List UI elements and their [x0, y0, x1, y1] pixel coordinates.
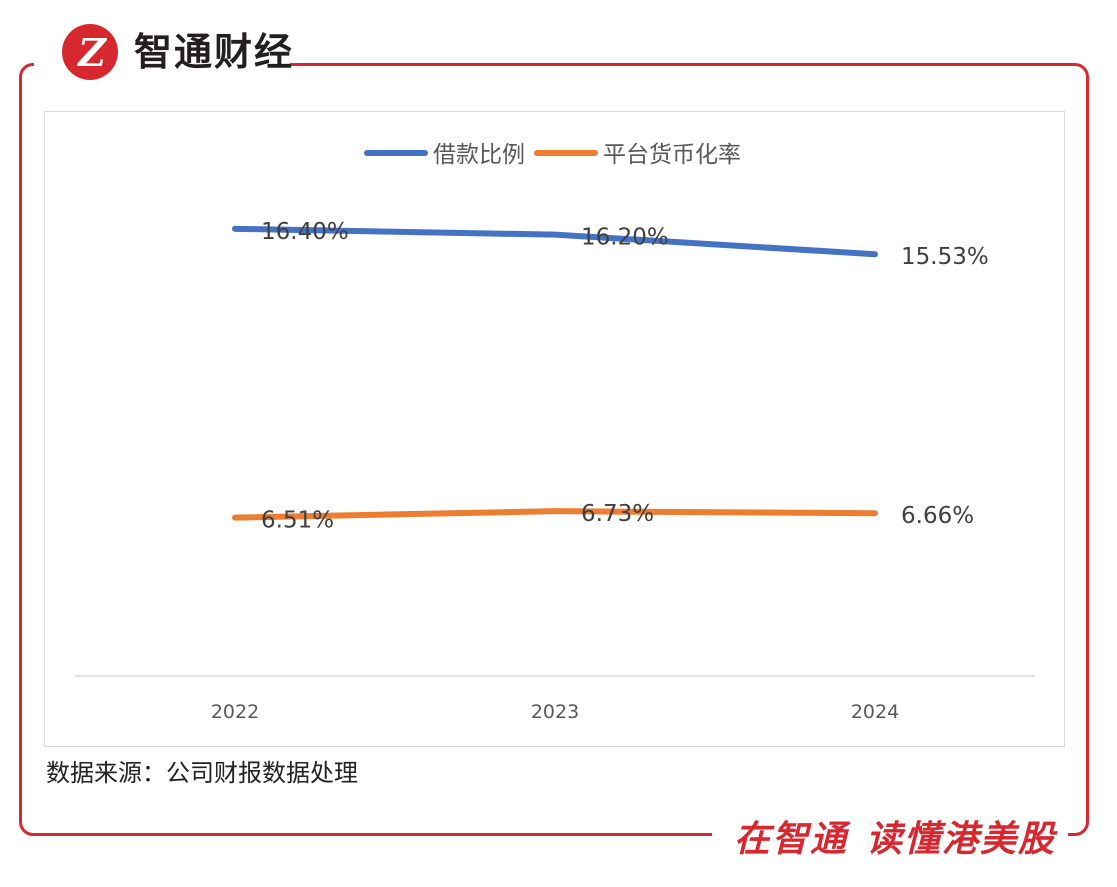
data-label: 6.73%: [581, 501, 654, 527]
data-label: 6.66%: [901, 503, 974, 529]
series-line: [232, 508, 878, 521]
legend-label: 平台货币化率: [603, 142, 741, 168]
chart-area: 2022 2023 2024 16.40% 16.20% 15.53% 6.51% 6.73%…: [44, 111, 1065, 747]
data-label: 15.53%: [901, 244, 989, 270]
slogan: 在智通 读懂港美股: [728, 818, 1063, 862]
x-tick-label: 2023: [531, 701, 579, 723]
legend-label: 借款比例: [433, 142, 525, 168]
slogan-part1: 在智通: [734, 819, 849, 860]
data-label: 16.40%: [261, 219, 349, 245]
series-line: [232, 225, 878, 258]
x-tick-label: 2024: [851, 701, 899, 723]
brand-logo: Z 智通财经: [62, 22, 292, 94]
x-tick-label: 2022: [211, 701, 259, 723]
data-label: 16.20%: [581, 225, 669, 251]
data-label: 6.51%: [261, 508, 334, 534]
source-note: 数据来源：公司财报数据处理: [46, 759, 358, 787]
slogan-part2: 读懂港美股: [866, 819, 1057, 860]
red-frame: [19, 63, 1089, 836]
line-chart: 2022 2023 2024 16.40% 16.20% 15.53% 6.51% 6.73%…: [75, 142, 1035, 723]
brand-mark-icon: Z: [62, 24, 118, 80]
brand-name: 智通财经: [134, 30, 295, 74]
